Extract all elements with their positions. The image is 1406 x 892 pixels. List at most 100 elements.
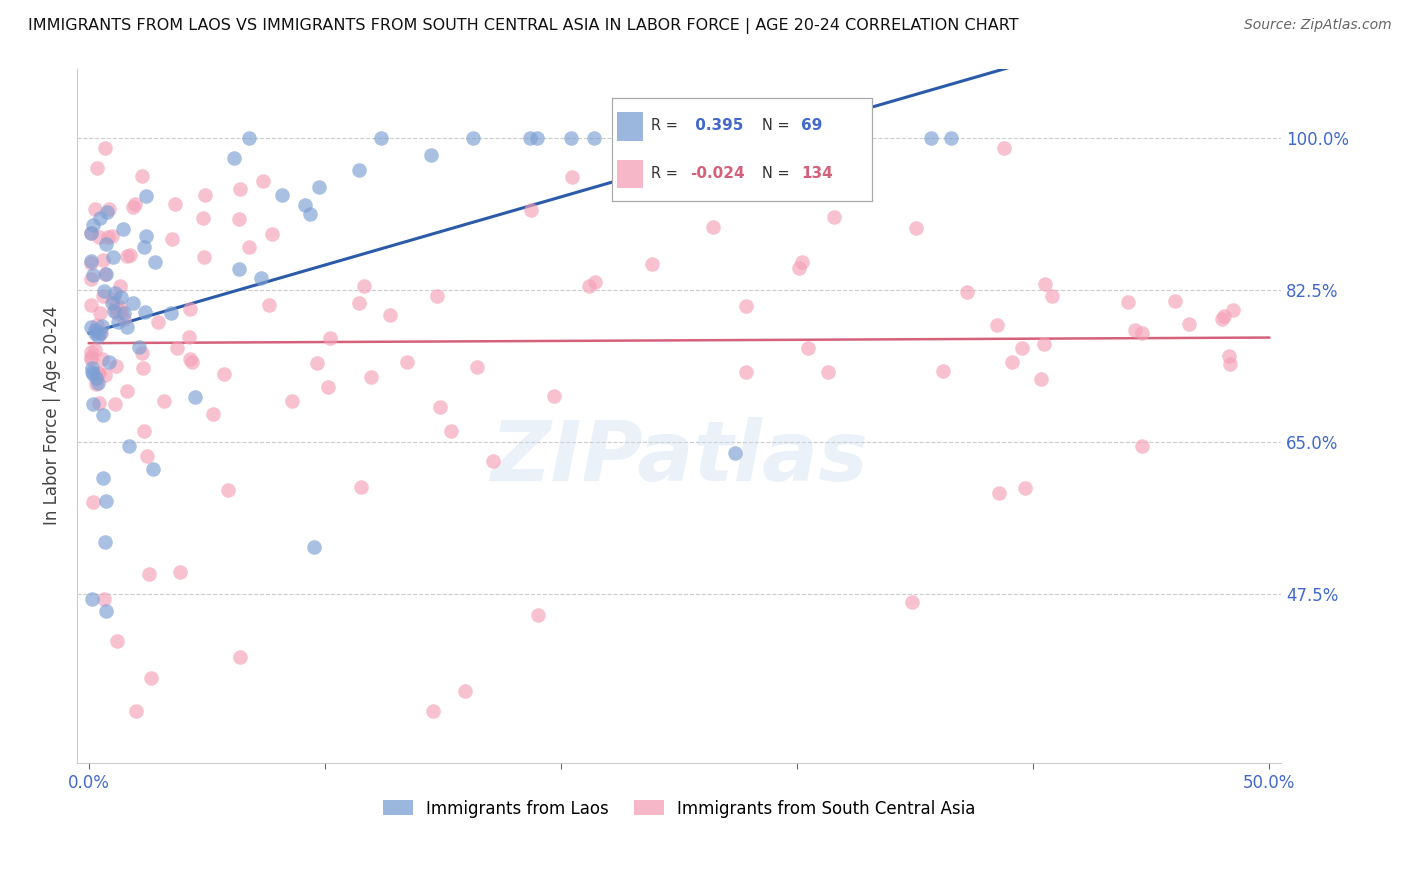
Point — [307, 356, 329, 370]
Text: 69: 69 — [801, 118, 823, 133]
Point — [993, 141, 1015, 155]
Point — [1001, 355, 1024, 369]
Point — [135, 449, 157, 463]
Point — [252, 174, 274, 188]
Point — [143, 255, 166, 269]
Point — [135, 229, 157, 244]
Point — [128, 340, 150, 354]
Point — [104, 286, 127, 301]
Point — [146, 315, 169, 329]
Point — [163, 197, 186, 211]
Point — [1164, 293, 1187, 308]
Point — [1040, 289, 1063, 303]
Text: R =: R = — [651, 118, 682, 133]
Point — [429, 400, 451, 414]
Point — [80, 226, 103, 240]
Point — [744, 164, 766, 178]
Point — [796, 341, 818, 355]
Point — [84, 343, 107, 358]
Point — [987, 485, 1010, 500]
Point — [308, 180, 330, 194]
Point — [228, 262, 250, 277]
Point — [80, 320, 103, 334]
Text: 134: 134 — [801, 166, 834, 181]
Text: ZIPatlas: ZIPatlas — [491, 417, 868, 498]
Text: IMMIGRANTS FROM LAOS VS IMMIGRANTS FROM SOUTH CENTRAL ASIA IN LABOR FORCE | AGE : IMMIGRANTS FROM LAOS VS IMMIGRANTS FROM … — [28, 18, 1019, 34]
Point — [103, 293, 125, 307]
Point — [87, 366, 110, 380]
Bar — [617, 160, 643, 188]
Bar — [617, 112, 643, 141]
Point — [80, 351, 103, 366]
Point — [224, 151, 246, 165]
Point — [100, 228, 122, 243]
Point — [932, 364, 955, 378]
Point — [112, 312, 135, 326]
Point — [91, 471, 114, 485]
Point — [481, 453, 503, 467]
Point — [578, 279, 600, 293]
Point — [117, 384, 139, 398]
Point — [789, 261, 811, 276]
Point — [238, 240, 260, 254]
Point — [122, 200, 145, 214]
Text: -0.024: -0.024 — [690, 166, 744, 181]
Point — [229, 181, 252, 195]
Point — [110, 300, 132, 314]
Point — [696, 181, 718, 195]
Point — [281, 393, 304, 408]
Point — [561, 170, 583, 185]
Point — [94, 604, 117, 618]
Point — [904, 221, 927, 235]
Point — [93, 284, 115, 298]
Point — [217, 483, 239, 497]
Point — [112, 306, 135, 320]
Point — [91, 288, 114, 302]
Point — [543, 388, 565, 402]
Point — [360, 370, 382, 384]
Point — [131, 169, 153, 183]
Point — [347, 296, 370, 310]
Point — [104, 397, 127, 411]
Legend: Immigrants from Laos, Immigrants from South Central Asia: Immigrants from Laos, Immigrants from So… — [375, 793, 981, 824]
Point — [94, 236, 117, 251]
Point — [96, 268, 118, 282]
Point — [101, 295, 124, 310]
Point — [160, 306, 183, 320]
Point — [792, 255, 814, 269]
Point — [80, 272, 103, 286]
Text: R =: R = — [651, 166, 682, 181]
Point — [91, 408, 114, 422]
Point — [920, 131, 942, 145]
Text: Source: ZipAtlas.com: Source: ZipAtlas.com — [1244, 18, 1392, 32]
Point — [160, 232, 183, 246]
Point — [139, 671, 162, 685]
Point — [84, 323, 107, 337]
Point — [702, 220, 724, 235]
Point — [956, 285, 979, 300]
Point — [80, 365, 103, 379]
Point — [84, 376, 107, 391]
Point — [194, 188, 217, 202]
Point — [734, 365, 756, 379]
Point — [87, 396, 110, 410]
Point — [82, 368, 104, 382]
Point — [250, 271, 273, 285]
Point — [169, 565, 191, 579]
Point — [101, 250, 124, 264]
Point — [520, 203, 543, 218]
Point — [96, 205, 118, 219]
Point — [107, 315, 129, 329]
Point — [229, 650, 252, 665]
Point — [440, 425, 463, 439]
Point — [80, 253, 103, 268]
Point — [86, 161, 108, 175]
Point — [84, 371, 107, 385]
Point — [257, 298, 280, 312]
Point — [461, 131, 484, 145]
Point — [110, 290, 132, 304]
Point — [104, 301, 127, 315]
Point — [271, 188, 294, 202]
Point — [454, 684, 477, 698]
Point — [1211, 312, 1233, 326]
